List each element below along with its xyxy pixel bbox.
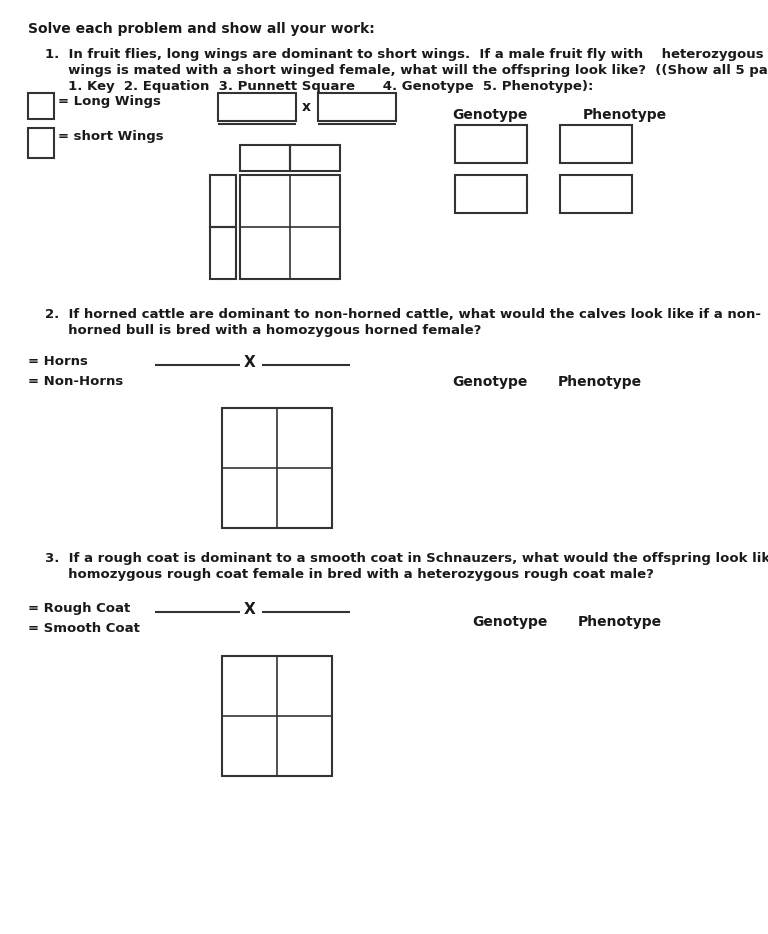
Bar [240, 145, 290, 171]
Text: Genotype: Genotype [452, 108, 528, 122]
Text: = Smooth Coat: = Smooth Coat [28, 622, 140, 635]
Text: wings is mated with a short winged female, what will the offspring look like?  (: wings is mated with a short winged femal… [45, 64, 768, 77]
Bar [560, 175, 632, 213]
Bar [210, 227, 236, 279]
Text: = Non-Horns: = Non-Horns [28, 375, 123, 388]
Bar [455, 125, 527, 163]
Text: homozygous rough coat female in bred with a heterozygous rough coat male?: homozygous rough coat female in bred wit… [45, 568, 654, 581]
Text: = Long Wings: = Long Wings [58, 95, 161, 108]
Text: Solve each problem and show all your work:: Solve each problem and show all your wor… [28, 22, 375, 36]
Text: 1.  In fruit flies, long wings are dominant to short wings.  If a male fruit fly: 1. In fruit flies, long wings are domina… [45, 48, 768, 61]
Text: Phenotype: Phenotype [583, 108, 667, 122]
Bar [240, 175, 340, 279]
Bar [455, 175, 527, 213]
Bar [28, 128, 54, 158]
Bar [318, 93, 396, 121]
Bar [218, 93, 296, 121]
Text: X: X [244, 355, 256, 370]
Text: Phenotype: Phenotype [578, 615, 662, 629]
Bar [222, 656, 332, 776]
Text: = short Wings: = short Wings [58, 130, 164, 143]
Text: 3.  If a rough coat is dominant to a smooth coat in Schnauzers, what would the o: 3. If a rough coat is dominant to a smoo… [45, 552, 768, 565]
Text: X: X [244, 602, 256, 617]
Text: = Horns: = Horns [28, 355, 88, 368]
Text: 2.  If horned cattle are dominant to non-horned cattle, what would the calves lo: 2. If horned cattle are dominant to non-… [45, 308, 761, 321]
Text: x: x [302, 100, 311, 114]
Bar [28, 93, 54, 119]
Text: Genotype: Genotype [472, 615, 548, 629]
Bar [210, 175, 236, 227]
Text: horned bull is bred with a homozygous horned female?: horned bull is bred with a homozygous ho… [45, 324, 482, 337]
Text: Genotype: Genotype [452, 375, 528, 389]
Text: = Rough Coat: = Rough Coat [28, 602, 131, 615]
Bar [290, 145, 340, 171]
Bar [222, 408, 332, 528]
Text: 1. Key  2. Equation  3. Punnett Square      4. Genotype  5. Phenotype):: 1. Key 2. Equation 3. Punnett Square 4. … [45, 80, 594, 93]
Text: Phenotype: Phenotype [558, 375, 642, 389]
Bar [560, 125, 632, 163]
